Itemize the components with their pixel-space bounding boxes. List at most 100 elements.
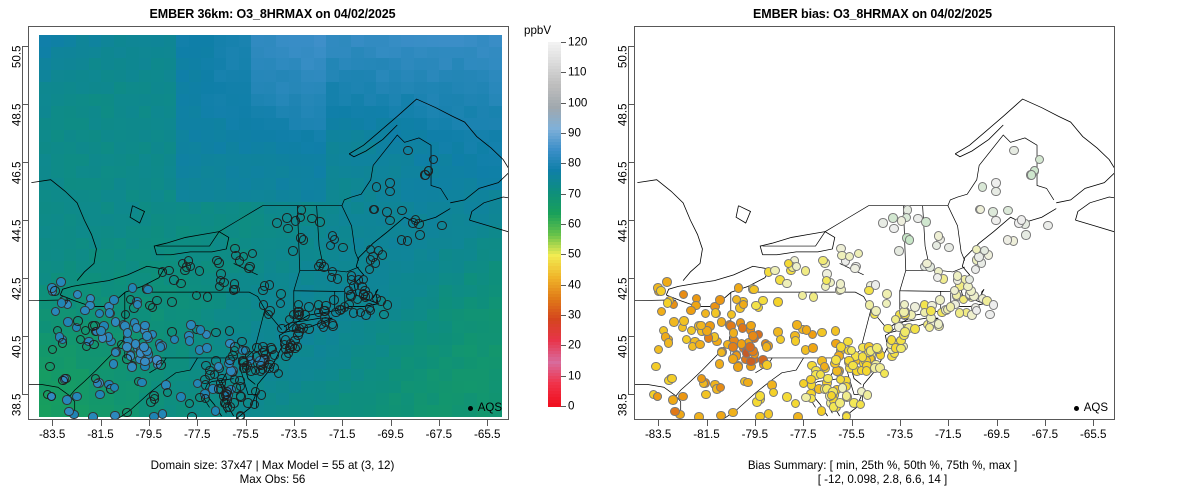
raster-cell [39,46,52,60]
raster-cell [326,106,340,119]
colorbar-tick [561,345,566,347]
colorbar-tick-label: 50 [568,247,581,261]
raster-cell [414,201,428,215]
raster-cell [476,165,490,179]
raster-cell [439,58,453,72]
colorbar-tick-label: 60 [568,217,581,231]
raster-cell [451,82,465,96]
raster-cell [176,130,190,143]
raster-cell [276,189,290,203]
x-axis-tick [948,420,950,426]
raster-cell [63,142,77,155]
raster-cell [63,130,77,143]
aqs-station-marker [235,411,246,419]
raster-cell [88,94,102,108]
caption-line-2: Max Obs: 56 [239,473,306,486]
raster-cell [213,201,228,215]
raster-cell [201,225,215,239]
aqs-bias-marker [985,309,995,320]
aqs-station-marker [140,320,150,331]
raster-cell [101,153,115,167]
raster-cell [176,118,190,131]
raster-cell [414,82,428,96]
raster-cell [76,46,90,60]
aqs-station-marker [120,309,131,320]
raster-cell [51,165,65,179]
raster-cell [313,46,328,60]
aqs-bias-marker [728,328,739,338]
raster-cell [276,82,290,96]
raster-cell [288,106,303,119]
raster-cell [176,225,190,239]
coastline-path [1075,196,1114,233]
raster-cell [39,142,52,155]
x-axis-tick-label: -73.5 [280,428,308,441]
raster-cell [188,94,203,108]
raster-cell [126,153,140,167]
raster-cell [51,201,65,215]
raster-cell [351,35,365,48]
raster-cell [39,213,52,227]
raster-cell [88,177,102,191]
raster-cell [76,70,90,84]
raster-cell [39,165,52,179]
raster-cell [426,130,440,143]
raster-cell [288,153,303,167]
raster-cell [401,58,415,72]
raster-cell [414,58,428,72]
aqs-station-marker [149,411,159,419]
raster-cell [276,142,290,155]
raster-cell [451,225,465,239]
coastline-path [954,124,1004,158]
x-axis-tick [658,420,660,426]
raster-cell [464,58,478,72]
raster-cell [63,106,77,119]
raster-cell [276,201,290,215]
raster-cell [351,58,365,72]
aqs-bias-marker [910,324,920,334]
raster-cell [113,213,127,227]
raster-cell [39,106,52,119]
raster-cell [113,118,127,131]
aqs-bias-marker [831,355,841,365]
raster-cell [426,189,440,203]
raster-cell [226,177,240,191]
raster-cell [138,35,153,48]
raster-cell [401,118,415,131]
raster-cell [238,165,253,179]
raster-cell [76,58,90,72]
raster-cell [288,46,303,60]
raster-cell [138,165,153,179]
raster-cell [451,142,465,155]
raster-cell [226,58,240,72]
aqs-bias-marker [850,263,860,273]
aqs-station-marker [385,178,395,188]
raster-cell [188,201,203,215]
raster-cell [201,46,215,60]
raster-cell [213,118,228,131]
raster-cell [439,118,453,131]
raster-cell [263,94,278,108]
raster-cell [238,237,253,251]
raster-cell [88,189,102,203]
aqs-station-marker [320,306,330,316]
raster-cell [489,46,502,60]
raster-cell [376,142,390,155]
raster-cell [476,201,490,215]
raster-cell [464,94,478,108]
raster-cell [151,35,165,48]
raster-cell [88,201,102,215]
raster-cell [414,118,428,131]
raster-cell [188,237,203,251]
raster-cell [401,165,415,179]
raster-cell [176,165,190,179]
aqs-bias-marker [879,368,890,379]
raster-cell [363,94,378,108]
aqs-station-marker [338,242,348,253]
aqs-legend-model: AQS [467,402,502,414]
raster-cell [401,35,415,48]
raster-cell [388,118,403,131]
raster-cell [113,237,127,251]
aqs-bias-marker [670,406,680,417]
raster-cell [51,118,65,131]
